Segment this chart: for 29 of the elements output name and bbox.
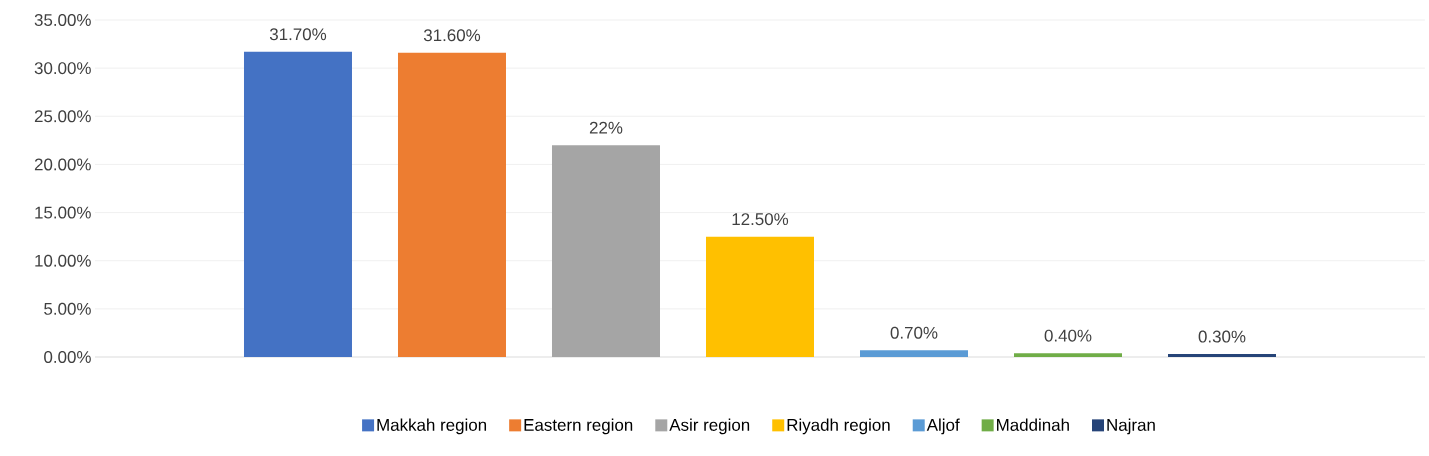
data-label: 0.30%: [1198, 330, 1246, 343]
data-label: 0.70%: [890, 326, 938, 339]
y-tick-label: 35.00%: [34, 14, 91, 26]
y-tick-label: 30.00%: [34, 62, 91, 75]
data-label: 31.60%: [423, 29, 481, 42]
bar: [551, 145, 660, 357]
y-tick-label: 15.00%: [35, 206, 91, 219]
bar: [1168, 354, 1276, 357]
bar: [1014, 353, 1122, 357]
legend-label: Makkah region: [377, 418, 487, 435]
bar: [860, 350, 968, 357]
legend-label: Eastern region: [524, 418, 633, 435]
y-tick-label: 10.00%: [35, 254, 91, 267]
data-label: 31.70%: [269, 28, 327, 41]
y-tick-label: 25.00%: [34, 110, 91, 123]
bar: [243, 51, 352, 357]
legend-label: Aljof: [926, 418, 960, 435]
legend-label: Najran: [1107, 418, 1155, 435]
data-label: 0.40%: [1044, 329, 1092, 342]
data-label: 12.50%: [732, 213, 789, 226]
y-tick-label: 5.00%: [44, 302, 91, 315]
bar: [397, 52, 506, 357]
legend-label: Asir region: [669, 418, 750, 435]
legend-label: Maddinah: [997, 418, 1069, 431]
bar: [706, 236, 814, 357]
y-tick-label: 0.00%: [44, 351, 91, 363]
legend-label: Riyadh region: [787, 418, 890, 435]
y-tick-label: 20.00%: [34, 158, 91, 171]
data-label: 22%: [589, 121, 623, 134]
